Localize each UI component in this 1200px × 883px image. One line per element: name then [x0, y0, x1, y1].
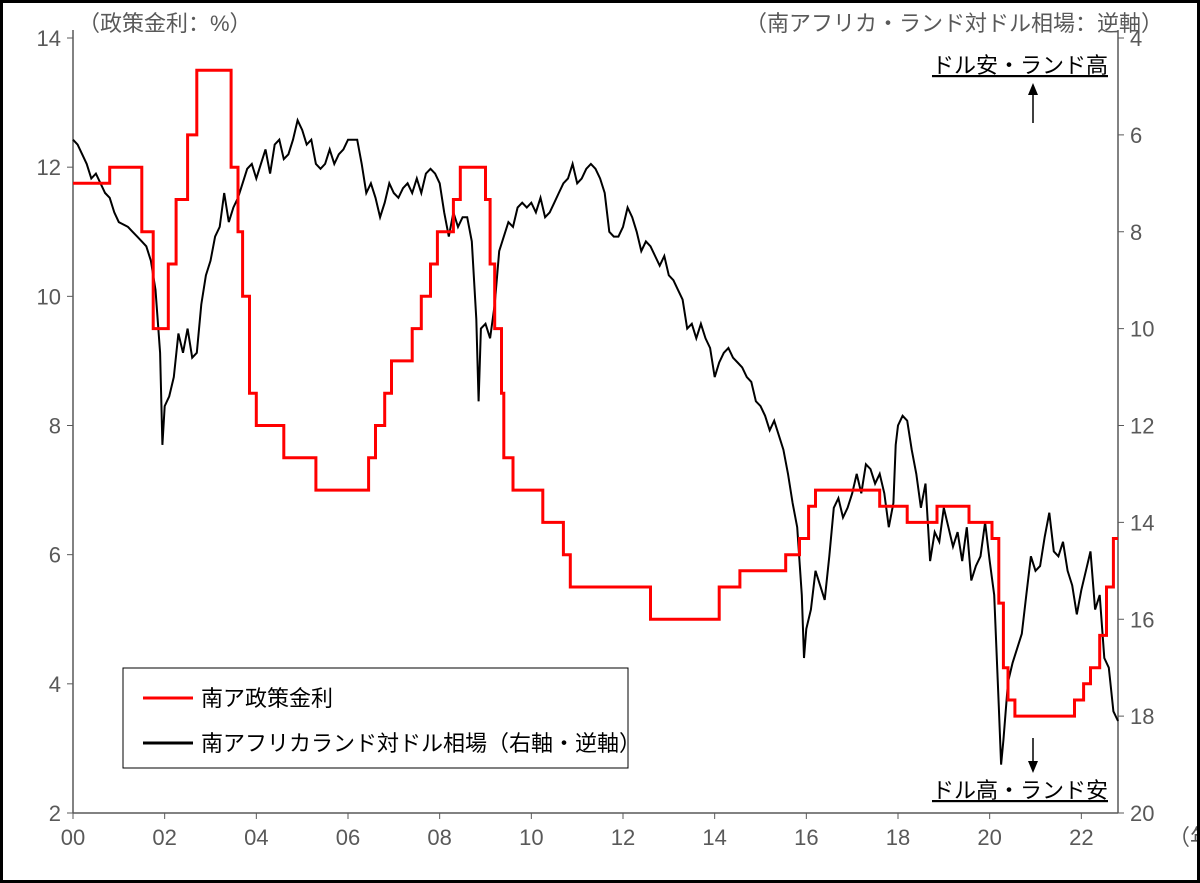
annotation-top: ドル安・ランド高: [932, 53, 1108, 78]
right-axis-label: （南アフリカ・ランド対ドル相場：逆軸）: [745, 11, 1163, 36]
chart-svg: 2468101214468101214161820000204060810121…: [3, 3, 1197, 880]
x-tick-label: 06: [336, 825, 360, 850]
left-axis-label: （政策金利：%）: [78, 11, 252, 36]
left-tick-label: 6: [49, 543, 61, 568]
right-tick-label: 20: [1130, 801, 1154, 826]
x-tick-label: 12: [611, 825, 635, 850]
x-tick-label: 02: [152, 825, 176, 850]
x-tick-label: 18: [886, 825, 910, 850]
x-tick-label: 14: [702, 825, 726, 850]
right-tick-label: 18: [1130, 704, 1154, 729]
right-tick-label: 16: [1130, 607, 1154, 632]
right-tick-label: 12: [1130, 414, 1154, 439]
x-tick-label: 04: [244, 825, 268, 850]
chart-container: 2468101214468101214161820000204060810121…: [0, 0, 1200, 883]
x-tick-label: 08: [427, 825, 451, 850]
annotation-bottom: ドル高・ランド安: [932, 778, 1108, 803]
x-tick-label: 16: [794, 825, 818, 850]
x-tick-label: 20: [977, 825, 1001, 850]
right-tick-label: 6: [1130, 123, 1142, 148]
left-tick-label: 14: [37, 26, 61, 51]
right-tick-label: 8: [1130, 220, 1142, 245]
x-axis-label: （年）: [1168, 825, 1197, 850]
policy-rate-line: [73, 70, 1118, 716]
right-tick-label: 10: [1130, 317, 1154, 342]
left-tick-label: 4: [49, 672, 61, 697]
left-tick-label: 12: [37, 155, 61, 180]
right-tick-label: 14: [1130, 510, 1154, 535]
x-tick-label: 22: [1069, 825, 1093, 850]
legend-label: 南アフリカランド対ドル相場（右軸・逆軸）: [201, 731, 641, 756]
x-tick-label: 10: [519, 825, 543, 850]
left-tick-label: 8: [49, 414, 61, 439]
x-tick-label: 00: [61, 825, 85, 850]
left-tick-label: 10: [37, 284, 61, 309]
legend-label: 南ア政策金利: [201, 686, 333, 711]
left-tick-label: 2: [49, 801, 61, 826]
